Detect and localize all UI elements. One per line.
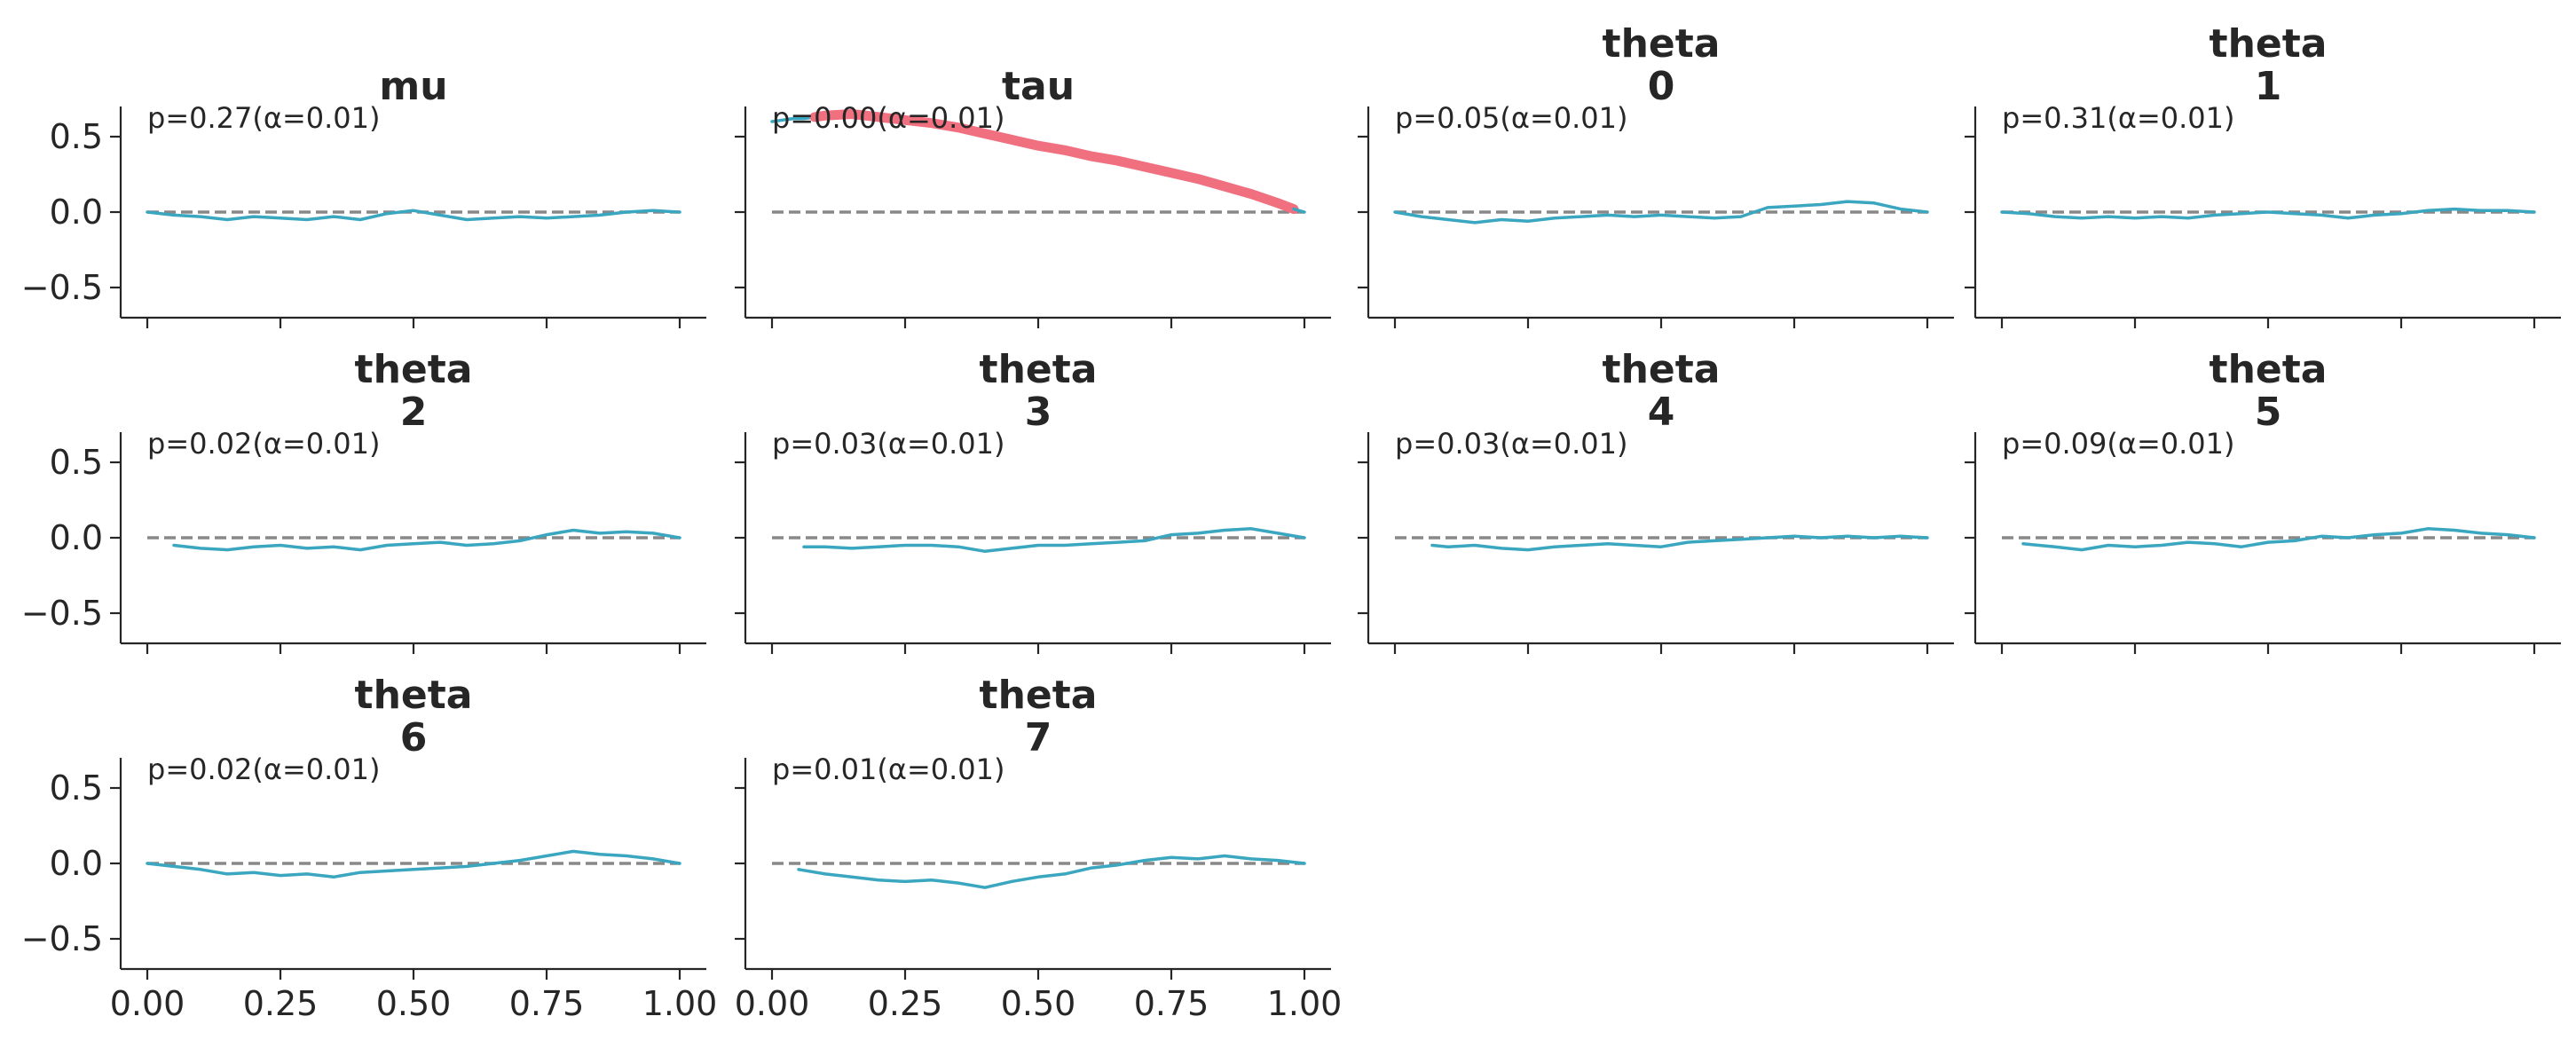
- y-tick-label-8-1: 0.0: [50, 844, 103, 883]
- ecdf-line-4-seg-0: [172, 528, 681, 552]
- p-value-label-7: p=0.09(α=0.01): [2002, 427, 2235, 461]
- panel-title-1-line-0: tau: [1002, 64, 1075, 109]
- panel-title-2-line-1: 0: [1648, 64, 1675, 109]
- ecdf-line-9-seg-0: [797, 854, 1306, 889]
- ecdf-line-1-seg-1: [809, 109, 1299, 215]
- p-value-label-0: p=0.27(α=0.01): [147, 101, 381, 135]
- ecdf-line-1-seg-2: [1292, 207, 1306, 214]
- panel-title-8-line-0: theta: [355, 673, 473, 718]
- ecdf-line-3-seg-0: [2000, 207, 2536, 220]
- panel-title-3-line-1: 1: [2255, 64, 2282, 109]
- panel-title-4-line-0: theta: [355, 347, 473, 392]
- y-tick-label-0-1: 0.0: [50, 193, 103, 232]
- panel-title-2-line-0: theta: [1603, 21, 1721, 67]
- panel-title-8-line-1: 6: [400, 715, 428, 760]
- y-tick-label-8-0: 0.5: [50, 768, 103, 808]
- panel-title-9-line-0: theta: [980, 673, 1098, 718]
- ecdf-line-1-seg-0: [770, 115, 816, 123]
- p-value-label-8: p=0.02(α=0.01): [147, 752, 381, 786]
- x-tick-label-9-3: 0.75: [1134, 984, 1209, 1023]
- panel-title-4-line-1: 2: [400, 390, 428, 435]
- x-tick-label-8-1: 0.25: [243, 984, 319, 1023]
- x-tick-label-8-0: 0.00: [110, 984, 185, 1023]
- p-value-label-6: p=0.03(α=0.01): [1395, 427, 1628, 461]
- p-value-label-2: p=0.05(α=0.01): [1395, 101, 1628, 135]
- panel-title-6-line-1: 4: [1648, 390, 1675, 435]
- panel-0: mup=0.27(α=0.01) 0.5 0.0 −0.5: [21, 64, 706, 328]
- panel-title-6-line-0: theta: [1603, 347, 1721, 392]
- panel-title-7-line-1: 5: [2255, 390, 2282, 435]
- ecdf-line-6-seg-0: [1430, 534, 1929, 552]
- p-value-label-4: p=0.02(α=0.01): [147, 427, 381, 461]
- x-tick-label-8-2: 0.50: [376, 984, 452, 1023]
- y-tick-label-0-0: 0.5: [50, 117, 103, 156]
- panel-title-3-line-0: theta: [2210, 21, 2328, 67]
- panel-title-7-line-0: theta: [2210, 347, 2328, 392]
- ecdf-line-7-seg-0: [2021, 527, 2536, 552]
- x-tick-label-9-0: 0.00: [735, 984, 810, 1023]
- y-tick-label-0-2: −0.5: [21, 268, 103, 307]
- ecdf-line-2-seg-0: [1393, 200, 1929, 225]
- panel-title-9-line-1: 7: [1025, 715, 1052, 760]
- x-tick-label-9-2: 0.50: [1001, 984, 1076, 1023]
- x-tick-label-9-4: 1.00: [1267, 984, 1343, 1023]
- panel-title-5-line-0: theta: [980, 347, 1098, 392]
- p-value-label-5: p=0.03(α=0.01): [772, 427, 1005, 461]
- y-tick-label-4-2: −0.5: [21, 594, 103, 633]
- panel-title-0-line-0: mu: [379, 64, 447, 109]
- p-value-label-1: p=0.00(α=0.01): [772, 101, 1005, 135]
- ecdf-line-8-seg-0: [146, 849, 681, 879]
- x-tick-label-8-3: 0.75: [509, 984, 585, 1023]
- y-tick-label-8-2: −0.5: [21, 919, 103, 958]
- panel-title-5-line-1: 3: [1025, 390, 1052, 435]
- x-tick-label-9-1: 0.25: [868, 984, 943, 1023]
- x-tick-label-8-4: 1.00: [642, 984, 718, 1023]
- ecdf-line-5-seg-0: [802, 527, 1306, 554]
- y-tick-label-4-1: 0.0: [50, 518, 103, 557]
- y-tick-label-4-0: 0.5: [50, 443, 103, 482]
- ecdf-line-0-seg-0: [146, 209, 681, 222]
- p-value-label-3: p=0.31(α=0.01): [2002, 101, 2235, 135]
- p-value-label-9: p=0.01(α=0.01): [772, 752, 1005, 786]
